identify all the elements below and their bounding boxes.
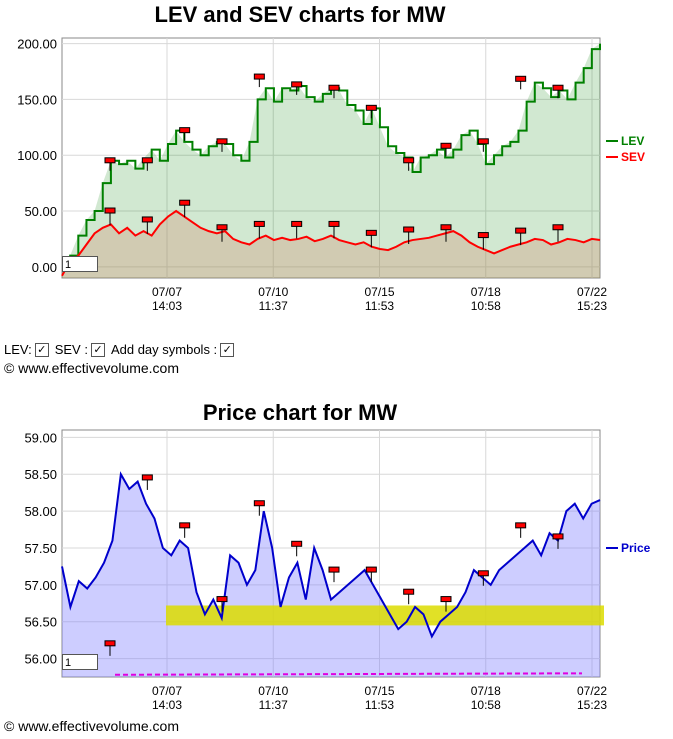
x-tick-time: 15:23 xyxy=(577,698,607,712)
x-tick-date: 07/18 xyxy=(471,285,501,299)
support-band xyxy=(166,605,604,626)
sev-legend-label: SEV xyxy=(621,150,645,164)
x-tick-time: 11:37 xyxy=(259,698,288,712)
x-tick-time: 15:23 xyxy=(577,299,607,313)
y-tick-label: 58.00 xyxy=(24,504,57,519)
day-marker xyxy=(216,138,228,145)
y-tick-label: 56.00 xyxy=(24,652,57,667)
chart-controls: LEV: ✓ SEV : ✓ Add day symbols : ✓ xyxy=(4,342,237,357)
day-marker xyxy=(141,216,153,223)
copyright-text: © www.effectivevolume.com xyxy=(4,360,180,376)
x-tick-time: 14:03 xyxy=(152,299,182,313)
copyright-text-bottom: © www.effectivevolume.com xyxy=(4,718,180,734)
day-marker xyxy=(477,138,489,145)
y-tick-label: 58.50 xyxy=(24,467,57,482)
day-marker xyxy=(477,570,489,577)
sev-label: SEV : xyxy=(54,342,88,357)
day-marker xyxy=(365,566,377,573)
day-marker xyxy=(179,127,191,134)
day-marker xyxy=(515,75,527,82)
sev-area xyxy=(62,211,600,278)
plot-area xyxy=(61,429,601,678)
x-tick-date: 07/10 xyxy=(258,684,288,698)
x-tick-date: 07/22 xyxy=(577,285,607,299)
day-marker xyxy=(552,84,564,91)
day-marker xyxy=(440,596,452,603)
day-marker xyxy=(552,224,564,231)
day-marker xyxy=(141,157,153,164)
x-tick-date: 07/22 xyxy=(577,684,607,698)
day-symbols-label: Add day symbols : xyxy=(110,342,218,357)
x-tick-date: 07/07 xyxy=(152,285,182,299)
volume-baseline xyxy=(114,672,583,676)
day-marker xyxy=(403,226,415,233)
lev-legend-label: LEV xyxy=(621,134,644,148)
day-marker xyxy=(477,232,489,239)
sev-line xyxy=(61,209,601,277)
lev-label: LEV: xyxy=(4,342,32,357)
y-tick-label: 150.00 xyxy=(17,92,57,107)
day-marker xyxy=(104,157,116,164)
x-tick-time: 11:53 xyxy=(365,299,394,313)
day-marker xyxy=(365,104,377,111)
day-symbols-checkbox[interactable]: ✓ xyxy=(220,342,235,357)
day-marker xyxy=(328,566,340,573)
zoom-input-price[interactable]: 1 xyxy=(62,654,98,670)
day-marker xyxy=(179,522,191,529)
y-tick-label: 56.50 xyxy=(24,615,57,630)
day-marker xyxy=(179,199,191,206)
x-tick-time: 14:03 xyxy=(152,698,182,712)
day-marker xyxy=(253,220,265,227)
day-marker xyxy=(328,84,340,91)
y-tick-label: 57.50 xyxy=(24,541,57,556)
x-tick-date: 07/15 xyxy=(364,684,394,698)
lev-sev-chart-title: LEV and SEV charts for MW xyxy=(154,2,446,27)
x-tick-date: 07/15 xyxy=(364,285,394,299)
day-marker xyxy=(104,640,116,647)
zoom-input-lev[interactable]: 1 xyxy=(62,256,98,272)
day-marker xyxy=(291,81,303,88)
day-marker xyxy=(515,227,527,234)
day-marker xyxy=(104,207,116,214)
price-chart-title: Price chart for MW xyxy=(202,400,398,425)
y-tick-label: 200.00 xyxy=(17,37,57,52)
day-marker xyxy=(403,157,415,164)
price-area xyxy=(62,474,600,677)
x-tick-date: 07/07 xyxy=(152,684,182,698)
day-marker xyxy=(440,142,452,149)
day-marker xyxy=(440,224,452,231)
y-tick-label: 57.00 xyxy=(24,578,57,593)
day-marker xyxy=(253,73,265,80)
day-marker xyxy=(515,522,527,529)
x-tick-time: 11:53 xyxy=(365,698,394,712)
y-tick-label: 50.00 xyxy=(24,204,57,219)
lev-area xyxy=(62,43,600,279)
day-marker xyxy=(552,533,564,540)
x-tick-time: 10:58 xyxy=(471,299,501,313)
day-marker xyxy=(291,220,303,227)
price-line xyxy=(61,471,601,639)
day-marker xyxy=(253,500,265,507)
y-tick-label: 0.00 xyxy=(32,260,57,275)
x-tick-date: 07/10 xyxy=(258,285,288,299)
day-marker xyxy=(141,474,153,481)
lev-checkbox[interactable]: ✓ xyxy=(34,342,49,357)
sev-checkbox[interactable]: ✓ xyxy=(90,342,105,357)
price-legend-label: Price xyxy=(621,541,651,555)
day-marker xyxy=(216,596,228,603)
y-tick-label: 59.00 xyxy=(24,430,57,445)
day-marker xyxy=(328,220,340,227)
day-marker xyxy=(403,588,415,595)
y-tick-label: 100.00 xyxy=(17,148,57,163)
day-marker xyxy=(216,224,228,231)
day-marker xyxy=(365,229,377,236)
x-tick-time: 11:37 xyxy=(259,299,288,313)
x-tick-time: 10:58 xyxy=(471,698,501,712)
x-tick-date: 07/18 xyxy=(471,684,501,698)
day-marker xyxy=(291,540,303,547)
